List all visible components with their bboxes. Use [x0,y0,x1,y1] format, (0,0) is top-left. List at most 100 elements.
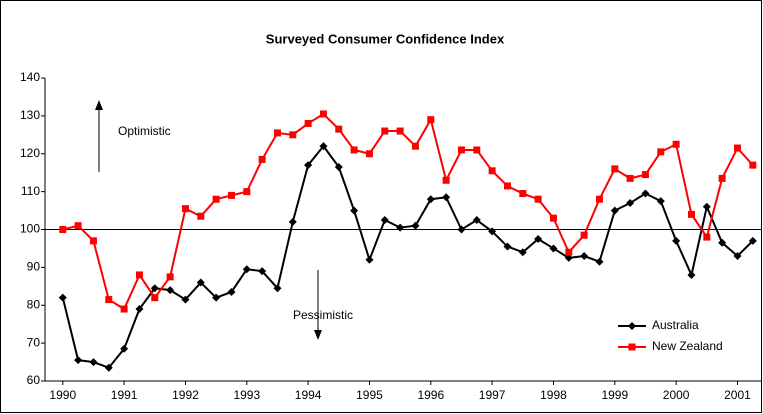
x-tick-label: 1997 [479,388,506,402]
marker [549,214,557,222]
marker [289,131,297,139]
marker [703,233,711,241]
marker [197,212,205,220]
marker [411,221,420,230]
marker [687,210,695,218]
x-tick-label: 1992 [172,388,199,402]
y-tick-label: 70 [27,335,41,349]
marker [396,223,405,232]
marker [304,119,312,127]
marker [350,206,359,215]
marker [243,188,251,196]
marker [580,231,588,239]
marker [74,222,82,230]
marker [672,140,680,148]
chart-title: Surveyed Consumer Confidence Index [266,31,505,46]
legend-label: New Zealand [652,339,723,353]
marker [733,144,741,152]
marker [595,195,603,203]
y-tick-label: 120 [20,146,40,160]
marker [641,171,649,179]
series-line [61,144,754,369]
marker [288,217,297,226]
x-tick-label: 1993 [233,388,260,402]
series-line [62,112,754,311]
marker [104,363,113,372]
marker [350,146,358,154]
marker [258,267,267,276]
marker [610,206,619,215]
marker [549,244,558,253]
legend-marker [628,343,636,351]
x-tick-label: 2000 [663,388,690,402]
marker [518,248,527,257]
legend-marker [628,322,636,330]
marker [273,284,282,293]
marker [657,148,665,156]
marker [89,237,97,245]
y-tick-label: 80 [27,297,41,311]
marker [656,197,665,206]
marker [105,296,113,304]
marker [242,265,251,274]
marker [457,146,465,154]
marker [59,226,67,233]
marker [89,358,98,367]
marker [181,295,190,304]
marker [672,236,681,245]
marker [565,248,573,256]
marker [580,252,589,261]
marker [58,293,67,302]
marker [426,195,435,204]
marker [472,216,481,225]
marker [181,205,189,213]
marker [488,167,496,175]
marker [749,161,757,169]
marker [641,189,650,198]
marker [258,155,266,163]
marker [319,142,328,151]
x-tick-label: 1999 [601,388,628,402]
marker [457,225,466,234]
x-tick-label: 1996 [417,388,444,402]
marker [626,174,634,182]
marker [687,270,696,279]
marker [120,344,129,353]
marker [718,174,726,182]
marker [365,150,373,158]
marker [733,252,742,261]
marker [227,191,235,199]
y-tick-label: 60 [27,373,41,387]
marker [196,278,205,287]
marker [427,116,435,124]
y-tick-label: 130 [20,108,40,122]
marker [473,146,481,154]
y-tick-label: 100 [20,222,40,236]
legend-label: Australia [652,318,699,332]
marker [319,110,327,118]
marker [503,242,512,251]
marker [212,293,221,302]
marker [595,257,604,266]
y-tick-label: 90 [27,260,41,274]
annotation: Pessimistic [293,308,353,322]
arrow-head [314,330,322,340]
marker [381,127,389,135]
x-tick-label: 1990 [49,388,76,402]
marker [519,190,527,198]
marker [442,193,451,202]
marker [120,305,128,313]
marker [564,253,573,262]
marker [718,238,727,247]
x-tick-label: 1998 [540,388,567,402]
marker [212,195,220,203]
y-tick-label: 140 [20,70,40,84]
x-tick-label: 2001 [724,388,751,402]
x-tick-label: 1995 [356,388,383,402]
marker [488,227,497,236]
marker [411,142,419,150]
y-tick-label: 110 [21,184,40,198]
